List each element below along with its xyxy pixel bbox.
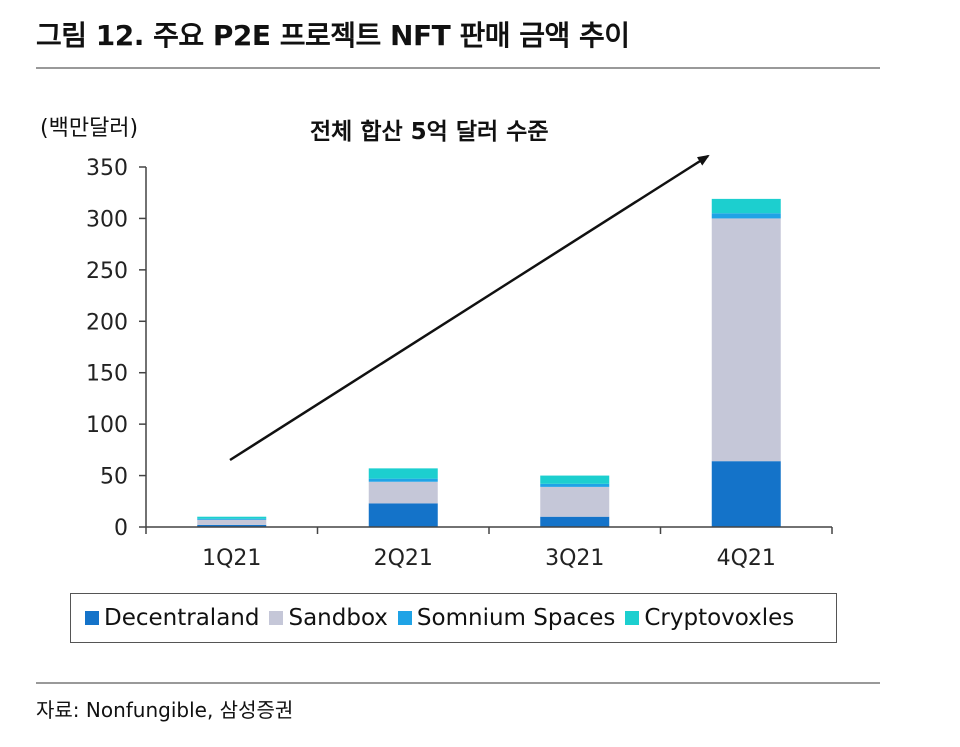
trend-annotation: 전체 합산 5억 달러 수준	[310, 119, 549, 145]
y-tick-label: 50	[100, 465, 128, 490]
bar-segment-somnium-spaces-1q21	[197, 518, 267, 520]
legend-swatch-sandbox	[269, 611, 284, 625]
legend-item-somnium-spaces: Somnium Spaces	[397, 605, 616, 631]
bar-segment-decentraland-2q21	[368, 503, 438, 527]
bar-segment-decentraland-4q21	[711, 461, 781, 527]
x-tick-label: 1Q21	[202, 546, 261, 571]
trend-arrow	[229, 154, 710, 462]
bar-segment-sandbox-3q21	[540, 486, 610, 517]
legend-item-sandbox: Sandbox	[269, 605, 388, 631]
stacked-bar-chart: 0 50 100 150 200 250 300 350 1Q21 2Q21 3Q21 4Q21	[86, 154, 833, 571]
legend-swatch-decentraland	[85, 611, 99, 625]
x-tick-label: 4Q21	[717, 546, 776, 571]
bar-segment-cryptovoxles-1q21	[197, 516, 267, 519]
bottom-divider	[36, 682, 880, 684]
bar-segment-cryptovoxles-3q21	[540, 475, 610, 484]
legend-item-decentraland: Decentraland	[85, 605, 259, 631]
legend-swatch-somnium-spaces	[397, 611, 412, 625]
legend-item-cryptovoxles: Cryptovoxles	[625, 605, 794, 631]
bar-segment-sandbox-1q21	[197, 519, 267, 525]
legend-swatch-cryptovoxles	[625, 611, 640, 625]
bar-segment-somnium-spaces-2q21	[368, 478, 438, 482]
y-tick-label: 150	[86, 362, 128, 387]
source-note: 자료: Nonfungible, 삼성증권	[36, 698, 294, 722]
legend-label-sandbox: Sandbox	[288, 605, 388, 631]
y-tick-label: 250	[86, 259, 128, 284]
legend-label-somnium-spaces: Somnium Spaces	[416, 605, 616, 631]
y-tick-label: 100	[86, 413, 128, 438]
bar-segment-somnium-spaces-4q21	[711, 213, 781, 219]
bar-segment-cryptovoxles-4q21	[711, 198, 781, 214]
bar-segment-somnium-spaces-3q21	[540, 483, 610, 487]
chart-legend: Decentraland Sandbox Somnium Spaces Cryp…	[70, 593, 837, 643]
x-tick-label: 3Q21	[545, 546, 604, 571]
y-tick-label: 300	[86, 207, 128, 232]
x-tick-label: 2Q21	[374, 546, 433, 571]
y-unit-label: (백만달러)	[40, 116, 139, 141]
legend-label-cryptovoxles: Cryptovoxles	[644, 605, 795, 631]
top-divider	[36, 67, 880, 69]
bar-segment-sandbox-2q21	[368, 481, 438, 504]
bar-segment-sandbox-4q21	[711, 218, 781, 462]
chart-title: 그림 12. 주요 P2E 프로젝트 NFT 판매 금액 추이	[36, 19, 630, 52]
y-tick-label: 200	[86, 310, 128, 335]
legend-label-decentraland: Decentraland	[104, 605, 260, 631]
y-tick-label: 0	[114, 516, 128, 541]
bar-segment-cryptovoxles-2q21	[368, 468, 438, 479]
y-tick-label: 350	[86, 156, 128, 181]
bar-segment-decentraland-3q21	[540, 516, 610, 527]
bar-segment-decentraland-1q21	[197, 524, 267, 527]
